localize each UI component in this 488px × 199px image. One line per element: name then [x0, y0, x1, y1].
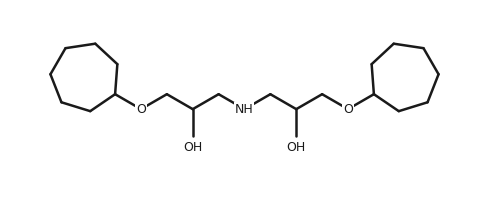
Text: OH: OH — [183, 141, 202, 154]
Text: O: O — [343, 103, 352, 116]
Text: NH: NH — [235, 103, 253, 116]
Text: O: O — [136, 103, 145, 116]
Text: OH: OH — [286, 141, 305, 154]
